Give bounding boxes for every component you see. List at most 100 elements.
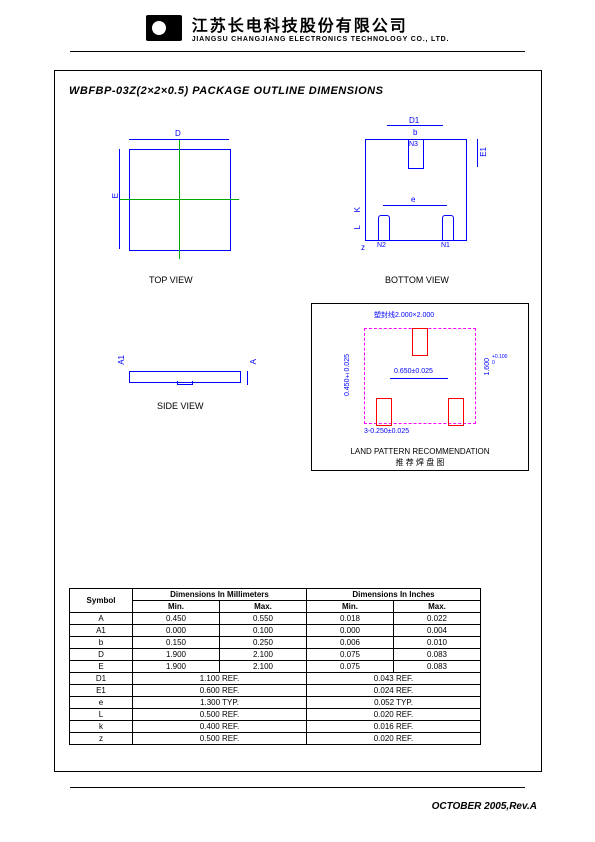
cell-value-span: 1.300 TYP. [133,697,307,709]
company-name-block: 江苏长电科技股份有限公司 JIANGSU CHANGJIANG ELECTRON… [192,12,450,43]
cell-value: 0.006 [307,637,394,649]
lp-right-sup: +0.100 0 [492,354,507,366]
top-view-diagram: D E [119,129,239,269]
lp-center-dim: 0.650±0.025 [394,368,433,375]
top-view-label: TOP VIEW [149,275,193,285]
table-row: E1.9002.1000.0750.083 [70,661,481,673]
th-in-min: Min. [307,601,394,613]
bottom-view-label: BOTTOM VIEW [385,275,449,285]
drawing-frame: WBFBP-03Z(2×2×0.5) PACKAGE OUTLINE DIMEN… [54,70,542,772]
cell-value: 0.075 [307,649,394,661]
dim-E1-line [477,139,478,167]
cell-value: 0.022 [394,613,481,625]
cell-value: 1.900 [133,661,220,673]
table-row: L0.500 REF.0.020 REF. [70,709,481,721]
footer-text: OCTOBER 2005,Rev.A [432,801,537,812]
th-mm-min: Min. [133,601,220,613]
dim-b-label: b [413,128,417,137]
th-in: Dimensions In Inches [307,589,481,601]
page-title: WBFBP-03Z(2×2×0.5) PACKAGE OUTLINE DIMEN… [69,85,383,97]
cell-value: 0.083 [394,661,481,673]
pad-n2-label: N2 [377,242,386,249]
lp-center-line [390,378,448,379]
pad-n1-label: N1 [441,242,450,249]
cell-value-span: 1.100 REF. [133,673,307,685]
dim-K-label: K [353,207,362,212]
header-rule [70,51,525,52]
company-header: 江苏长电科技股份有限公司 JIANGSU CHANGJIANG ELECTRON… [0,0,595,49]
cell-value: 2.100 [220,649,307,661]
lp-pad-br [448,398,464,426]
cell-symbol: E1 [70,685,133,697]
land-pattern-box: 塑封线2.000×2.000 0.650±0.025 0.450±0.025 1… [311,303,529,471]
table-row: A10.0000.1000.0000.004 [70,625,481,637]
table-body: A0.4500.5500.0180.022A10.0000.1000.0000.… [70,613,481,745]
dim-L-label: L [353,225,362,229]
pad-n1 [442,215,454,241]
dim-A-line [247,371,248,385]
cell-value: 0.450 [133,613,220,625]
cell-symbol: A [70,613,133,625]
dim-A1-label: A1 [117,355,126,365]
bottom-view-diagram: D1 b N3 E1 e K L z N2 N1 [335,119,490,279]
cell-value: 2.100 [220,661,307,673]
lp-pad-bl [376,398,392,426]
th-in-max: Max. [394,601,481,613]
dim-D-label: D [175,129,181,138]
pad-n2 [378,215,390,241]
cell-value-span: 0.600 REF. [133,685,307,697]
dim-e-line [383,205,447,206]
cell-value-span: 0.024 REF. [307,685,481,697]
th-symbol: Symbol [70,589,133,613]
cell-value: 0.000 [307,625,394,637]
cell-symbol: A1 [70,625,133,637]
company-name-cn: 江苏长电科技股份有限公司 [192,12,450,36]
cell-symbol: k [70,721,133,733]
cell-symbol: b [70,637,133,649]
pad-n3-label: N3 [409,141,418,148]
company-name-en: JIANGSU CHANGJIANG ELECTRONICS TECHNOLOG… [192,36,450,43]
cell-value-span: 0.016 REF. [307,721,481,733]
cell-symbol: D [70,649,133,661]
cell-value: 0.100 [220,625,307,637]
cell-value: 0.150 [133,637,220,649]
lp-title: LAND PATTERN RECOMMENDATION [312,447,528,456]
cell-value: 0.075 [307,661,394,673]
dim-D1-line [387,125,443,126]
cell-value: 0.000 [133,625,220,637]
table-row: b0.1500.2500.0060.010 [70,637,481,649]
cell-value: 1.900 [133,649,220,661]
dim-e-label: e [411,195,415,204]
table-row: E10.600 REF.0.024 REF. [70,685,481,697]
cell-symbol: L [70,709,133,721]
side-view-pad [177,381,193,385]
cell-value-span: 0.500 REF. [133,733,307,745]
table-row: A0.4500.5500.0180.022 [70,613,481,625]
lp-right-dim: 1.600 [484,358,491,376]
dim-D-line [129,139,229,140]
cell-symbol: E [70,661,133,673]
top-view-centerline-v [179,139,180,259]
cell-value-span: 0.020 REF. [307,709,481,721]
th-mm-max: Max. [220,601,307,613]
lp-subtitle: 推 荐 焊 盘 图 [312,457,528,468]
dim-E-line [119,149,120,249]
dim-E-label: E [111,193,120,198]
table-header: Symbol Dimensions In Millimeters Dimensi… [70,589,481,613]
cell-value: 0.018 [307,613,394,625]
th-mm: Dimensions In Millimeters [133,589,307,601]
table-row: z0.500 REF.0.020 REF. [70,733,481,745]
cell-value-span: 0.500 REF. [133,709,307,721]
cell-value-span: 0.020 REF. [307,733,481,745]
table-row: e1.300 TYP.0.052 TYP. [70,697,481,709]
lp-top-dim: 塑封线2.000×2.000 [374,310,434,320]
cell-value-span: 0.043 REF. [307,673,481,685]
dim-E1-label: E1 [479,147,488,157]
lp-bottom-dim: 3-0.250±0.025 [364,428,409,435]
cell-value-span: 0.400 REF. [133,721,307,733]
table-row: D11.100 REF.0.043 REF. [70,673,481,685]
cell-symbol: D1 [70,673,133,685]
table-row: D1.9002.1000.0750.083 [70,649,481,661]
cell-value: 0.250 [220,637,307,649]
dim-z-label: z [361,243,365,252]
